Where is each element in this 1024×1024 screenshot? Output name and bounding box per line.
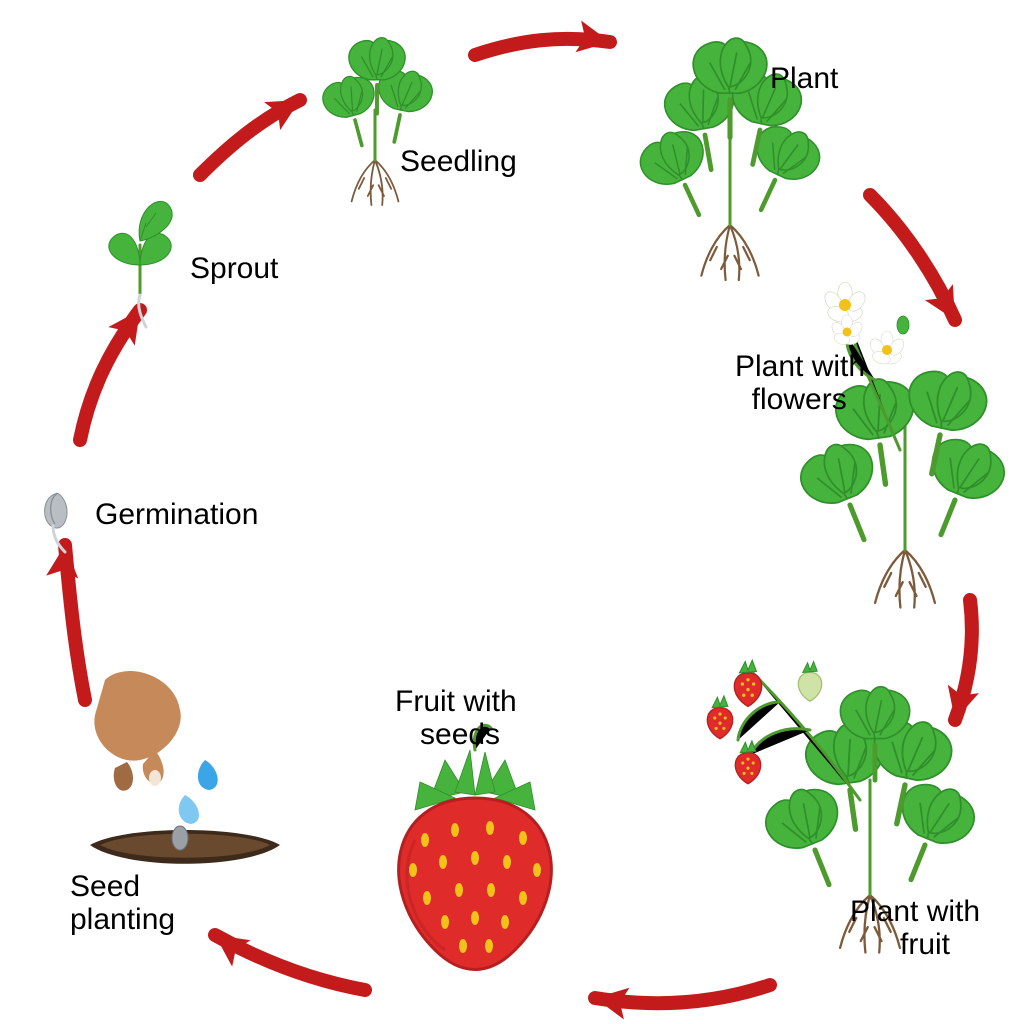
sprout-icon [109, 201, 172, 327]
plant-flowers-icon [792, 282, 1013, 607]
label-plant-with-flowers: Plant with flowers [735, 350, 865, 416]
seedling-icon [318, 36, 436, 205]
label-seed-planting: Seed planting [70, 870, 175, 936]
label-germination: Germination [95, 498, 258, 531]
label-seedling: Seedling [400, 145, 517, 178]
seed-planting-icon [90, 671, 280, 864]
label-plant-with-fruit: Plant with fruit [850, 895, 980, 961]
label-sprout: Sprout [190, 252, 278, 285]
fruit-seeds-icon [399, 725, 552, 969]
lifecycle-diagram: .leaf-fill { fill: #46b33c; stroke: #2f8… [0, 0, 1024, 1024]
label-plant: Plant [770, 62, 838, 95]
label-fruit-with-seeds: Fruit with seeds [395, 685, 517, 751]
